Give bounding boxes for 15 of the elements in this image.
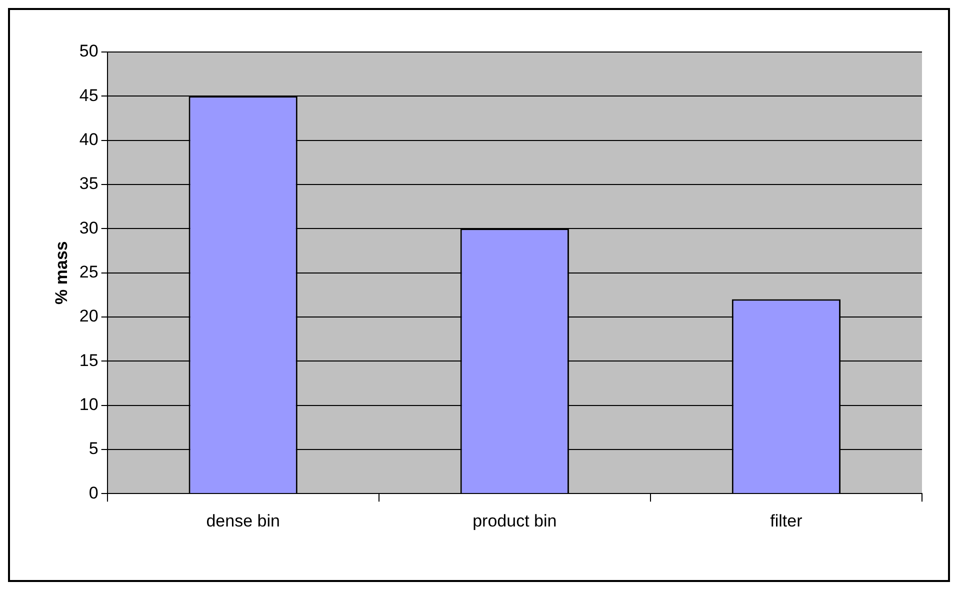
y-tick-label: 15 <box>79 350 98 370</box>
y-tick-label: 40 <box>79 130 98 150</box>
y-tick-label: 25 <box>79 262 98 282</box>
x-tick-label: product bin <box>472 511 557 530</box>
y-tick-label: 35 <box>79 174 98 194</box>
y-tick-label: 30 <box>79 218 98 238</box>
y-tick-label: 5 <box>88 439 98 458</box>
y-tick-label: 45 <box>79 86 98 105</box>
y-tick-label: 10 <box>79 394 98 414</box>
x-tick-label: dense bin <box>206 511 280 530</box>
y-tick-label: 0 <box>88 483 98 502</box>
x-tick-label: filter <box>770 511 803 530</box>
y-tick-label: 20 <box>79 306 98 326</box>
y-tick-label: 50 <box>79 42 98 61</box>
y-axis-title: % mass <box>52 241 71 304</box>
